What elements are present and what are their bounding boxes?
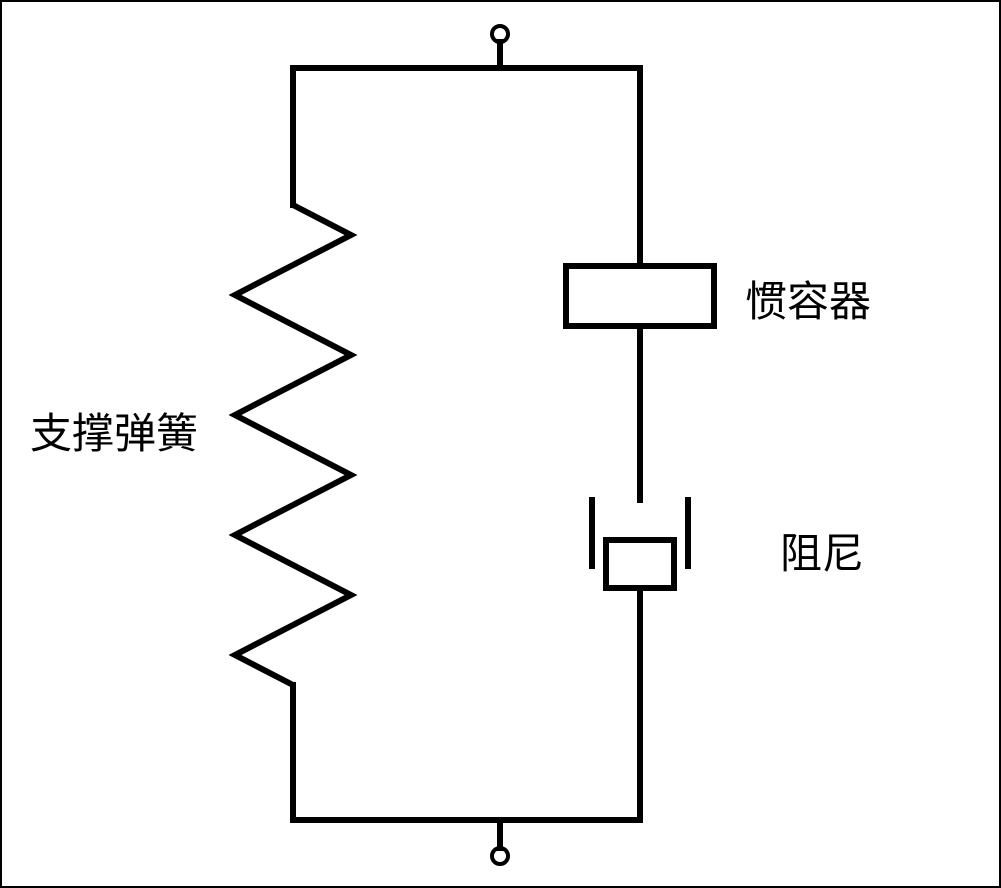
damper-piston bbox=[606, 540, 674, 588]
spring-icon bbox=[235, 205, 351, 685]
inerter-icon bbox=[566, 266, 714, 326]
label-inerter: 惯容器 bbox=[745, 268, 871, 329]
label-damper: 阻尼 bbox=[780, 520, 864, 581]
label-spring: 支撑弹簧 bbox=[30, 400, 198, 461]
